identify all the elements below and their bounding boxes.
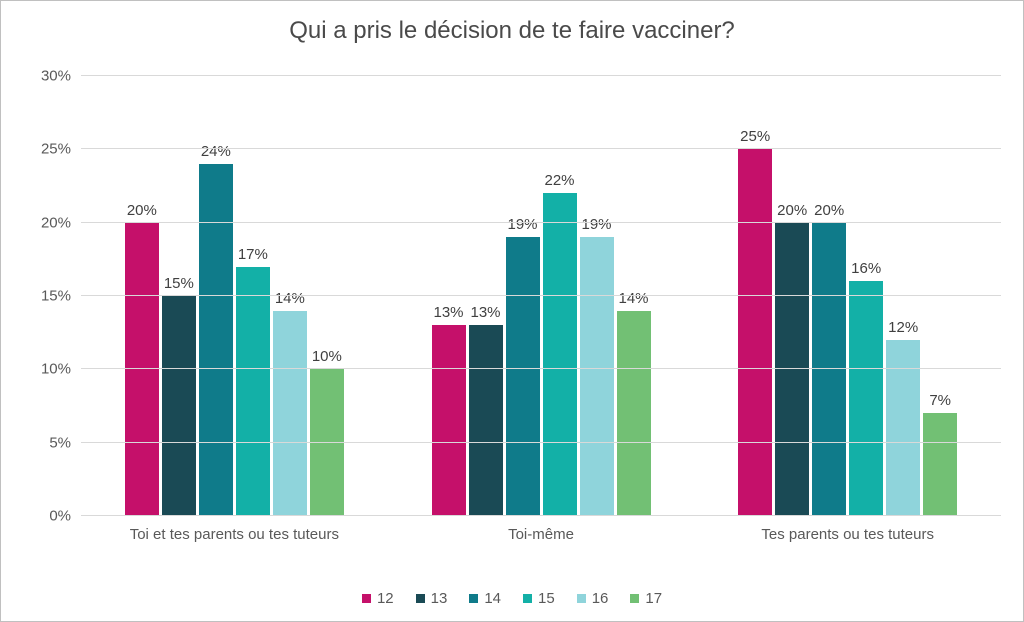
legend-label: 15: [538, 590, 555, 607]
x-axis-label: Toi-même: [388, 516, 695, 543]
legend-item: 12: [362, 590, 394, 607]
legend-item: 17: [630, 590, 662, 607]
bar: 12%: [886, 340, 920, 516]
bar-group: 13%13%19%22%19%14%Toi-même: [388, 76, 695, 516]
y-axis-label: 30%: [41, 68, 81, 85]
bar-value-label: 13%: [470, 304, 500, 325]
legend-swatch: [469, 594, 478, 603]
legend-label: 17: [645, 590, 662, 607]
y-axis-label: 10%: [41, 361, 81, 378]
legend-swatch: [630, 594, 639, 603]
bar: 15%: [162, 296, 196, 516]
bar: 22%: [543, 193, 577, 516]
bars: 20%15%24%17%14%10%: [125, 76, 344, 516]
legend-item: 15: [523, 590, 555, 607]
bar-value-label: 10%: [312, 348, 342, 369]
legend-item: 14: [469, 590, 501, 607]
bar: 13%: [469, 325, 503, 516]
bar-group: 20%15%24%17%14%10%Toi et tes parents ou …: [81, 76, 388, 516]
legend-swatch: [577, 594, 586, 603]
bar-value-label: 25%: [740, 128, 770, 149]
bar: 16%: [849, 281, 883, 516]
bar: 14%: [617, 311, 651, 516]
bar: 7%: [923, 413, 957, 516]
legend-label: 14: [484, 590, 501, 607]
x-axis-label: Tes parents ou tes tuteurs: [694, 516, 1001, 543]
grid-line: [81, 295, 1001, 296]
grid-line: [81, 148, 1001, 149]
legend-swatch: [523, 594, 532, 603]
grid-line: [81, 222, 1001, 223]
bar-value-label: 20%: [777, 202, 807, 223]
bar: 25%: [738, 149, 772, 516]
bar-value-label: 14%: [275, 290, 305, 311]
bar-value-label: 24%: [201, 143, 231, 164]
bar: 10%: [310, 369, 344, 516]
plot-area: 20%15%24%17%14%10%Toi et tes parents ou …: [81, 76, 1001, 516]
bar: 14%: [273, 311, 307, 516]
legend-label: 16: [592, 590, 609, 607]
legend: 12 13 14 15 16 17: [1, 590, 1023, 607]
legend-item: 16: [577, 590, 609, 607]
y-axis-label: 25%: [41, 141, 81, 158]
bars: 25%20%20%16%12%7%: [738, 76, 957, 516]
bars: 13%13%19%22%19%14%: [432, 76, 651, 516]
bar-value-label: 20%: [127, 202, 157, 223]
bar: 19%: [506, 237, 540, 516]
y-axis-label: 5%: [49, 434, 81, 451]
legend-label: 12: [377, 590, 394, 607]
bar-value-label: 17%: [238, 246, 268, 267]
grid-line: [81, 515, 1001, 516]
chart-container: Qui a pris le décision de te faire vacci…: [0, 0, 1024, 622]
bar-value-label: 7%: [929, 392, 951, 413]
legend-swatch: [416, 594, 425, 603]
bar-value-label: 15%: [164, 275, 194, 296]
bar: 13%: [432, 325, 466, 516]
y-axis-label: 0%: [49, 508, 81, 525]
chart-title: Qui a pris le décision de te faire vacci…: [1, 17, 1023, 45]
bar-value-label: 14%: [618, 290, 648, 311]
grid-line: [81, 442, 1001, 443]
bar-value-label: 12%: [888, 319, 918, 340]
legend-label: 13: [431, 590, 448, 607]
bar: 19%: [580, 237, 614, 516]
bar-value-label: 19%: [507, 216, 537, 237]
bar-value-label: 16%: [851, 260, 881, 281]
legend-swatch: [362, 594, 371, 603]
bar-group: 25%20%20%16%12%7%Tes parents ou tes tute…: [694, 76, 1001, 516]
bar-value-label: 19%: [581, 216, 611, 237]
x-axis-label: Toi et tes parents ou tes tuteurs: [81, 516, 388, 543]
bar-groups: 20%15%24%17%14%10%Toi et tes parents ou …: [81, 76, 1001, 516]
grid-line: [81, 75, 1001, 76]
bar-value-label: 20%: [814, 202, 844, 223]
y-axis-label: 20%: [41, 214, 81, 231]
grid-line: [81, 368, 1001, 369]
bar: 24%: [199, 164, 233, 516]
legend-item: 13: [416, 590, 448, 607]
bar-value-label: 22%: [544, 172, 574, 193]
bar-value-label: 13%: [433, 304, 463, 325]
y-axis-label: 15%: [41, 288, 81, 305]
bar: 17%: [236, 267, 270, 516]
